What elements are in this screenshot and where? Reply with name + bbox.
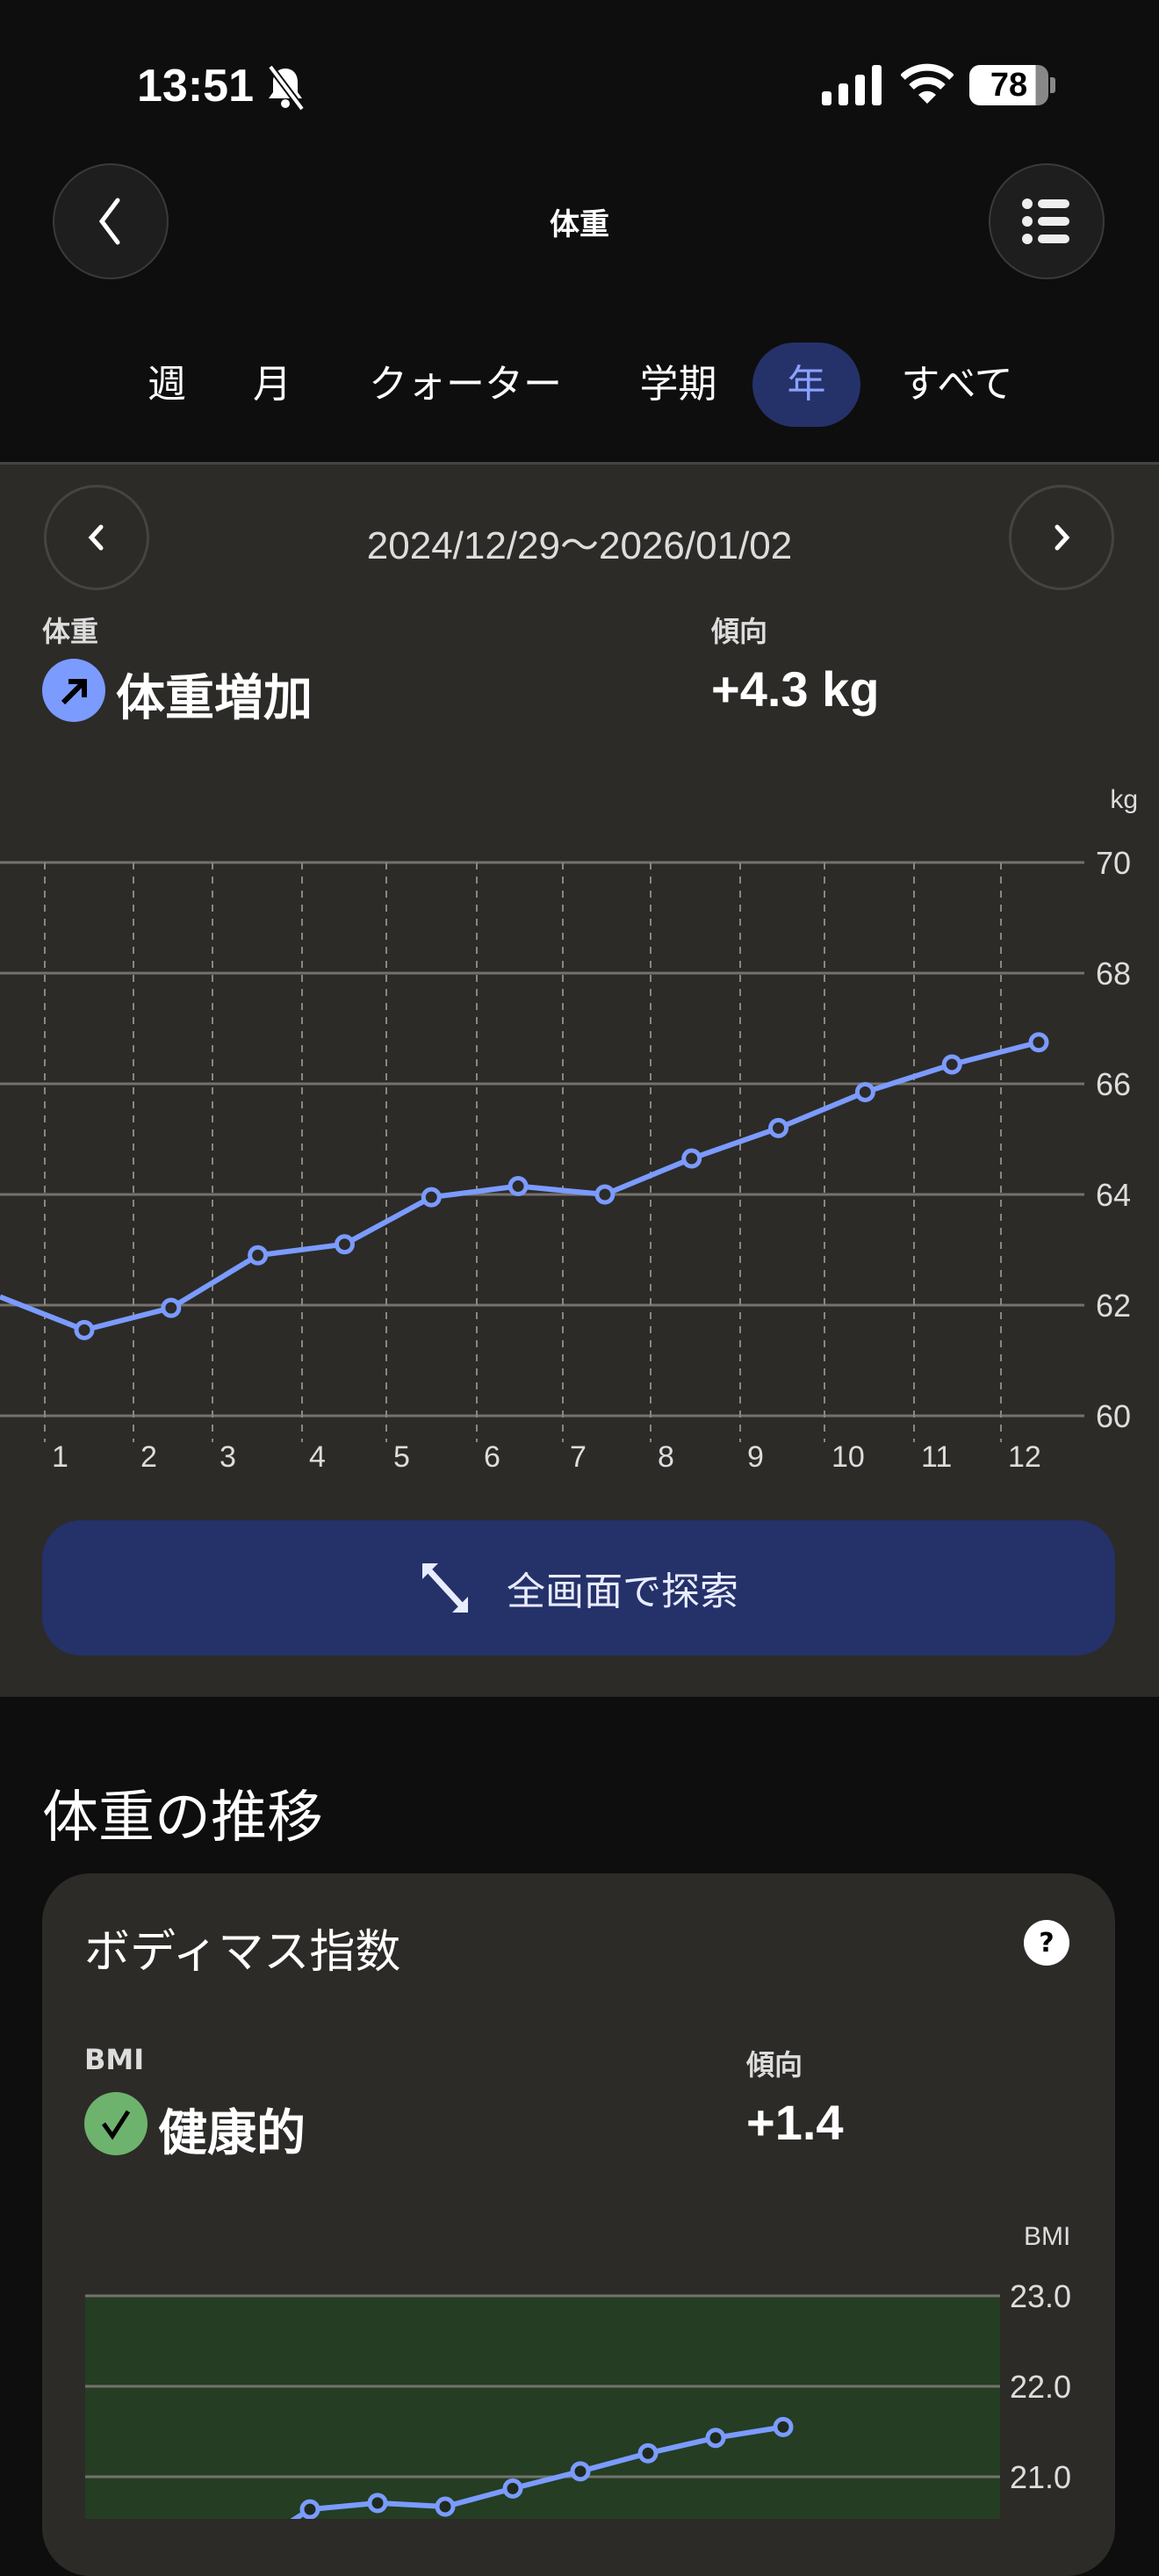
page-title: 体重 [550,207,609,242]
data-point [421,1187,442,1208]
bmi-label: BMI [84,2043,145,2076]
battery-level: 78 [990,67,1028,104]
tab-semester[interactable]: 学期 [639,362,717,407]
trend-label: 傾向 [711,615,768,648]
bmi-trend-value: +1.4 [746,2095,844,2150]
tab-all[interactable]: すべて [901,362,1013,407]
x-tick-label: 3 [220,1440,236,1474]
x-tick-label: 8 [658,1440,674,1474]
x-tick-label: 11 [921,1440,952,1474]
trend-up-icon [42,659,105,722]
data-point [1028,1032,1049,1053]
y-tick-label: 21.0 [1010,2459,1071,2495]
chevron-right-icon [1055,524,1070,551]
y-tick-label: 60 [1096,1398,1131,1434]
healthy-zone [85,2296,1000,2519]
bell-slash-icon [267,64,306,111]
y-tick-label: 66 [1096,1066,1131,1102]
bmi-card-title: ボディマス指数 [84,1926,401,1979]
menu-button[interactable] [989,163,1105,279]
data-point [681,1148,702,1169]
data-point [334,1234,355,1255]
period-tabs: 週 月 クォーター 学期 年 すべて [0,343,1159,427]
data-point [773,2416,794,2437]
data-point [248,1245,269,1266]
x-tick-label: 4 [309,1440,326,1474]
axis-unit-label: kg [1110,785,1138,814]
data-point [941,1054,962,1075]
tab-quarter[interactable]: クォーター [369,362,562,407]
data-point [508,1176,529,1197]
y-tick-label: 62 [1096,1288,1131,1324]
x-tick-label: 6 [484,1440,500,1474]
chevron-left-icon [98,198,120,245]
x-tick-label: 1 [52,1440,68,1474]
trend-value: +4.3 kg [711,661,880,717]
data-point [854,1081,875,1102]
y-tick-label: 22.0 [1010,2369,1071,2405]
back-button[interactable] [53,163,169,279]
bmi-axis-unit: BMI [1024,2222,1071,2251]
tab-month[interactable]: 月 [253,362,292,407]
battery-icon: 78 [969,65,1048,105]
x-tick-label: 2 [140,1440,157,1474]
x-tick-label: 10 [831,1440,865,1474]
bmi-trend-label: 傾向 [746,2048,803,2082]
explore-label: 全画面で探索 [507,1569,738,1614]
tab-year[interactable]: 年 [752,343,860,427]
data-point [299,2499,320,2519]
question-icon[interactable]: ? [1024,1920,1069,1966]
status-time: 13:51 [137,61,254,112]
signal-icon [822,65,882,105]
tab-week[interactable]: 週 [148,362,186,407]
x-tick-label: 7 [570,1440,587,1474]
data-point [768,1117,789,1138]
chevron-left-icon [88,524,104,551]
data-point [502,2478,523,2499]
data-point [705,2428,726,2449]
data-point [637,2443,659,2464]
y-tick-label: 70 [1096,845,1131,881]
previous-period-button[interactable] [44,485,149,590]
list-icon [1022,198,1069,244]
y-tick-label: 68 [1096,956,1131,992]
bmi-chart[interactable]: 23.0 22.0 21.0 [0,2266,1159,2519]
y-tick-label: 23.0 [1010,2278,1071,2314]
x-tick-label: 9 [747,1440,764,1474]
expand-diagonal-icon [422,1563,468,1613]
data-point [570,2461,591,2482]
data-point [161,1297,182,1318]
battery-cap [1050,77,1055,93]
check-icon [84,2092,148,2155]
weight-label: 体重 [42,615,99,648]
data-point [435,2496,456,2517]
wifi-icon [901,63,954,104]
next-period-button[interactable] [1009,485,1114,590]
bmi-status: 健康的 [158,2105,306,2161]
date-range: 2024/12/29〜2026/01/02 [366,524,793,567]
x-tick-label: 12 [1008,1440,1041,1474]
weight-status: 体重増加 [116,670,313,725]
x-tick-label: 5 [393,1440,410,1474]
section-title: 体重の推移 [42,1786,323,1851]
data-point [74,1319,95,1340]
explore-fullscreen-button[interactable]: 全画面で探索 [42,1520,1115,1656]
weight-panel [0,462,1159,1697]
y-tick-label: 64 [1096,1177,1131,1213]
data-point [367,2493,388,2514]
data-point [594,1184,615,1205]
